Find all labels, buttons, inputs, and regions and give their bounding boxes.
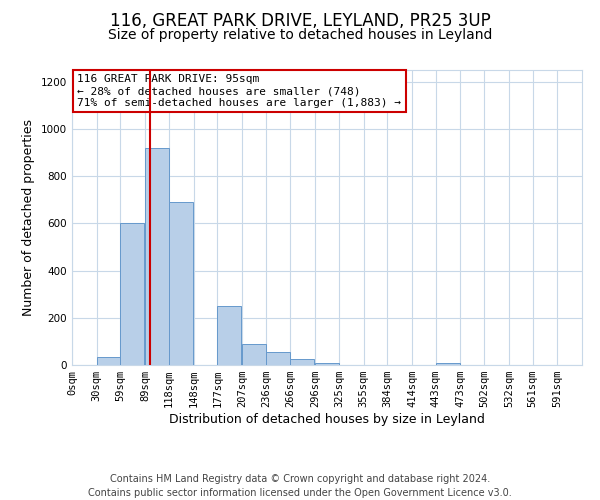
Bar — [242, 344, 266, 365]
Bar — [217, 306, 241, 365]
Bar — [266, 352, 290, 365]
Bar — [315, 362, 339, 365]
Bar — [121, 224, 144, 365]
Text: Size of property relative to detached houses in Leyland: Size of property relative to detached ho… — [108, 28, 492, 42]
Bar — [290, 359, 314, 365]
Bar — [145, 148, 169, 365]
Bar — [97, 356, 121, 365]
Bar — [169, 202, 193, 365]
Y-axis label: Number of detached properties: Number of detached properties — [22, 119, 35, 316]
X-axis label: Distribution of detached houses by size in Leyland: Distribution of detached houses by size … — [169, 413, 485, 426]
Text: Contains HM Land Registry data © Crown copyright and database right 2024.
Contai: Contains HM Land Registry data © Crown c… — [88, 474, 512, 498]
Text: 116, GREAT PARK DRIVE, LEYLAND, PR25 3UP: 116, GREAT PARK DRIVE, LEYLAND, PR25 3UP — [110, 12, 490, 30]
Bar — [436, 362, 460, 365]
Text: 116 GREAT PARK DRIVE: 95sqm
← 28% of detached houses are smaller (748)
71% of se: 116 GREAT PARK DRIVE: 95sqm ← 28% of det… — [77, 74, 401, 108]
